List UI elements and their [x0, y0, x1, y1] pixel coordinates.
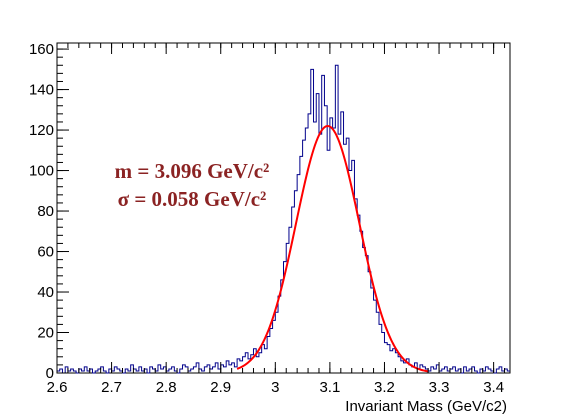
- plot-frame: [56, 42, 511, 374]
- histogram-series: [56, 64, 510, 374]
- y-tick-label: 60: [37, 244, 54, 261]
- histogram-line: [56, 64, 510, 374]
- x-tick-label: 2.8: [156, 379, 177, 396]
- x-tick-label: 2.9: [210, 379, 231, 396]
- x-tick-label: 3.1: [319, 379, 340, 396]
- y-tick-label: 80: [37, 203, 54, 220]
- x-tick-label: 2.6: [47, 379, 68, 396]
- x-tick-label: 3: [271, 379, 279, 396]
- y-tick-label: 20: [37, 325, 54, 342]
- y-tick-label: 0: [46, 365, 54, 382]
- y-tick-label: 140: [29, 82, 54, 99]
- x-axis: 2.6 2.7 2.8 2.9 3 3.1 3.2 3.3 3.4: [47, 43, 506, 396]
- x-tick-label: 3.4: [483, 379, 504, 396]
- y-tick-label: 100: [29, 163, 54, 180]
- fit-curve-series: [236, 125, 429, 373]
- mass-annotation: m = 3.096 GeV/c²: [115, 159, 270, 183]
- x-tick-label: 2.7: [101, 379, 122, 396]
- gaussian-fit-line: [236, 125, 429, 373]
- x-axis-title: Invariant Mass (GeV/c2): [345, 398, 507, 415]
- y-tick-label: 120: [29, 122, 54, 139]
- sigma-annotation: σ = 0.058 GeV/c²: [118, 187, 267, 211]
- y-tick-label: 40: [37, 284, 54, 301]
- y-tick-label: 160: [29, 41, 54, 58]
- plot-border: [56, 42, 511, 374]
- x-tick-label: 3.2: [374, 379, 395, 396]
- x-tick-label: 3.3: [429, 379, 450, 396]
- y-axis: 0 20 40 60 80 100 120 140 160: [29, 41, 69, 382]
